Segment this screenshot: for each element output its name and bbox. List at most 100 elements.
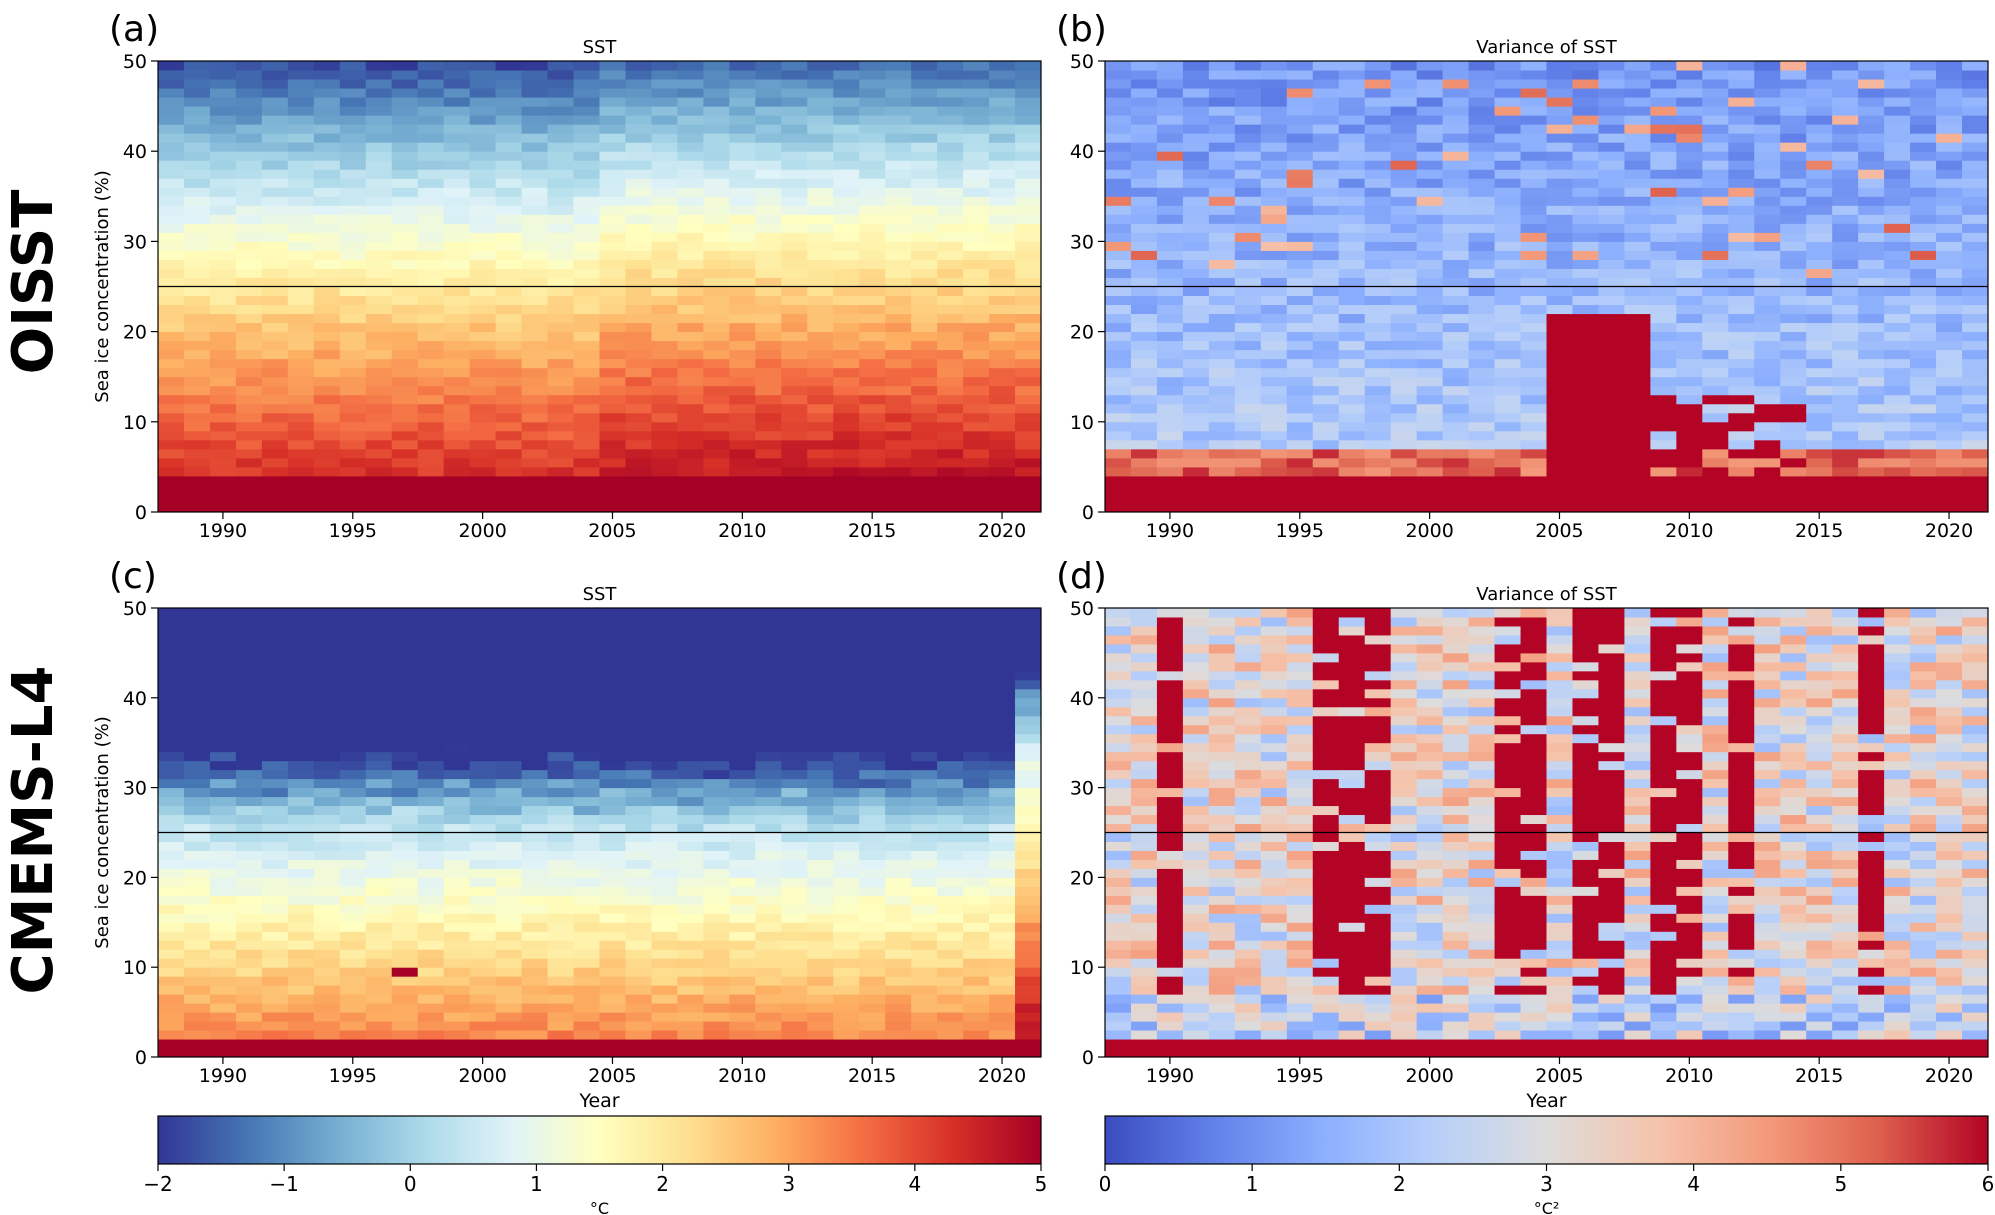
heatmap-cell (807, 277, 834, 287)
heatmap-cell (313, 1048, 341, 1058)
heatmap-cell (1806, 466, 1833, 477)
heatmap-cell (235, 1021, 263, 1031)
heatmap-cell (1390, 79, 1418, 89)
heatmap-cell (1234, 484, 1262, 495)
heatmap-cell (807, 706, 834, 717)
heatmap-cell (625, 457, 652, 468)
heatmap-cell (859, 178, 886, 188)
heatmap-cell (1676, 151, 1703, 161)
heatmap-cell (625, 502, 652, 513)
heatmap-cell (677, 859, 704, 869)
heatmap-cell (417, 169, 445, 179)
heatmap-cell (729, 358, 756, 369)
heatmap-cell (495, 796, 523, 807)
heatmap-cell (365, 322, 393, 333)
heatmap-cell (365, 868, 393, 878)
heatmap-cell (1442, 97, 1470, 107)
heatmap-cell (1338, 151, 1366, 161)
heatmap-cell (1858, 412, 1885, 423)
heatmap-cell (1338, 304, 1366, 315)
heatmap-cell (235, 868, 263, 878)
heatmap-cell (261, 679, 289, 690)
heatmap-cell (209, 778, 237, 789)
heatmap-cell (833, 97, 860, 107)
heatmap-cell (1156, 259, 1184, 269)
heatmap-cell (1884, 277, 1911, 287)
heatmap-cell (573, 376, 600, 387)
heatmap-cell (885, 169, 912, 179)
heatmap-cell (1806, 151, 1833, 161)
heatmap-cell (313, 976, 341, 986)
heatmap-cell (1832, 304, 1859, 315)
heatmap-cell (833, 733, 860, 744)
heatmap-cell (209, 958, 237, 968)
heatmap-cell (1364, 196, 1392, 206)
heatmap-cell (781, 913, 808, 923)
heatmap-cell (287, 931, 315, 941)
heatmap-cell (1780, 70, 1807, 80)
heatmap-cell (1105, 322, 1132, 333)
heatmap-cell (158, 214, 185, 224)
heatmap-cell (911, 931, 938, 941)
heatmap-cell (1832, 439, 1859, 450)
heatmap-cell (417, 688, 445, 699)
heatmap-cell (1260, 250, 1288, 260)
heatmap-cell (391, 715, 419, 726)
heatmap-cell (885, 823, 912, 833)
heatmap-cell (1728, 223, 1755, 233)
heatmap-cell (1182, 331, 1210, 342)
heatmap-cell (1156, 61, 1184, 71)
heatmap-cell (937, 205, 964, 215)
heatmap-cell (1884, 412, 1911, 423)
heatmap-cell (1884, 304, 1911, 315)
heatmap-cell (1702, 214, 1729, 224)
heatmap-cell (287, 295, 315, 306)
heatmap-cell (1442, 268, 1470, 278)
heatmap-cell (1884, 133, 1911, 143)
heatmap-cell (1520, 259, 1547, 269)
heatmap-cell (1546, 106, 1573, 116)
heatmap-cell (443, 70, 471, 80)
heatmap-cell (1780, 367, 1807, 378)
heatmap-cell (807, 796, 834, 807)
heatmap-cell (158, 931, 185, 941)
heatmap-cell (1546, 304, 1573, 315)
heatmap-cell (1338, 169, 1366, 179)
heatmap-cell (781, 124, 808, 134)
heatmap-cell (209, 322, 237, 333)
heatmap-cell (1390, 367, 1418, 378)
heatmap-cell (1416, 502, 1444, 513)
heatmap-cell (911, 97, 938, 107)
heatmap-cell (599, 742, 626, 753)
heatmap-cell (963, 124, 990, 134)
heatmap-cell (391, 421, 419, 432)
heatmap-cell (755, 661, 782, 672)
heatmap-cell (235, 949, 263, 959)
heatmap-cell (1105, 70, 1132, 80)
heatmap-cell (911, 448, 938, 459)
heatmap-cell (1442, 277, 1470, 287)
heatmap-cell (1390, 250, 1418, 260)
heatmap-cell (417, 904, 445, 914)
heatmap-cell (495, 376, 523, 387)
heatmap-cell (807, 124, 834, 134)
heatmap-cell (1520, 340, 1547, 351)
heatmap-cell (495, 187, 523, 197)
heatmap-cell (651, 616, 678, 627)
heatmap-cell (937, 223, 964, 233)
heatmap-cell (547, 1012, 575, 1022)
heatmap-cell (755, 886, 782, 896)
heatmap-cell (1105, 277, 1132, 287)
heatmap-cell (443, 304, 471, 315)
heatmap-cell (1468, 106, 1496, 116)
heatmap-cell (1910, 475, 1937, 486)
heatmap-cell (1572, 259, 1599, 269)
heatmap-cell (677, 367, 704, 378)
heatmap-cell (651, 679, 678, 690)
heatmap-cell (1832, 97, 1859, 107)
heatmap-cell (703, 1003, 730, 1013)
heatmap-cell (1676, 277, 1703, 287)
heatmap-cell (391, 124, 419, 134)
heatmap-cell (1832, 466, 1859, 477)
heatmap-cell (339, 394, 367, 405)
